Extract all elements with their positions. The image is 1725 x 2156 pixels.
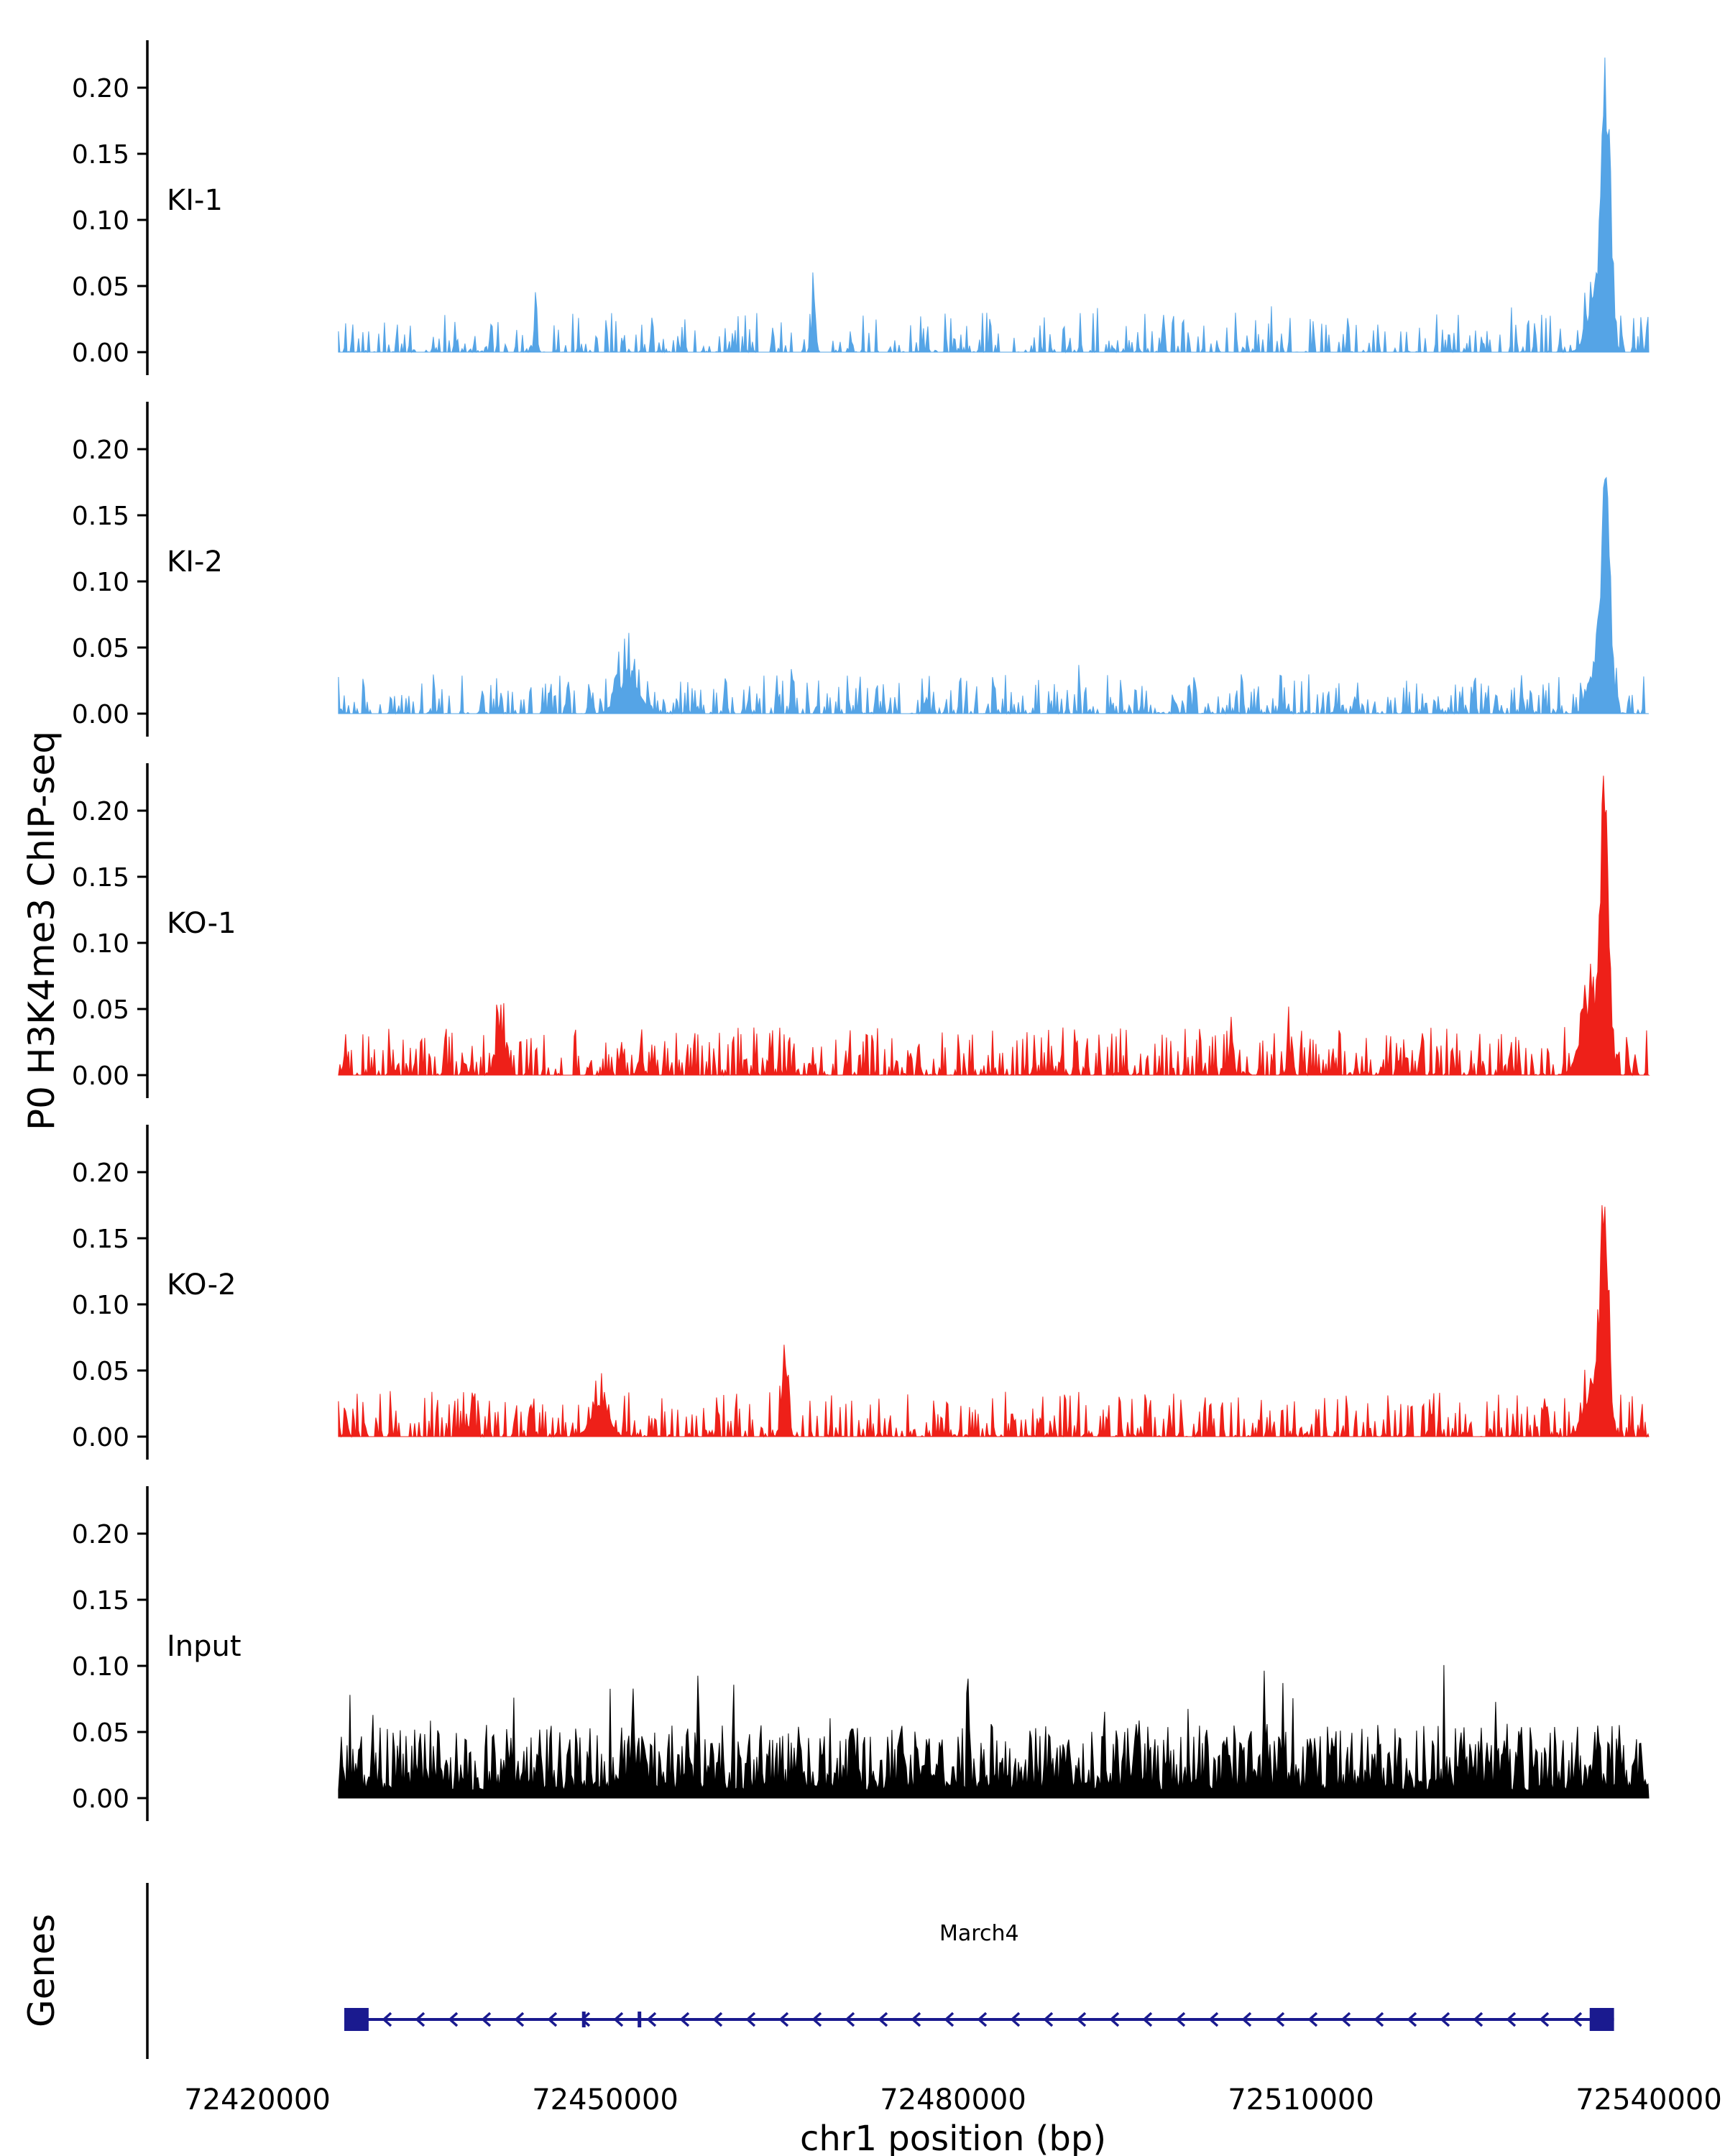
strand-arrow-left-icon [547,2012,558,2027]
x-tick-label: 72450000 [532,2083,678,2116]
y-tick-label: 0.20 [72,436,129,465]
track-panel-input: 0.00 0.05 0.10 0.15 0.20 Input [72,1486,1650,1821]
y-tick-label: 0.20 [72,74,129,103]
signal-area [338,476,1649,715]
y-tick-label: 0.10 [72,568,129,597]
strand-arrow-left-icon [1340,2012,1351,2027]
strand-arrow-left-icon [977,2012,988,2027]
strand-arrow-left-icon [481,2012,492,2027]
y-tick-label: 0.00 [72,1784,129,1814]
gene-exon [638,2012,642,2027]
strand-arrow-left-icon [745,2012,756,2027]
track-panel-ko-1: 0.00 0.05 0.10 0.15 0.20 KO-1 [72,763,1650,1098]
signal-area [338,1664,1650,1799]
gene-exon [1589,2008,1614,2031]
strand-arrow-left-icon [1010,2012,1021,2027]
y-tick-label: 0.20 [72,1520,129,1549]
strand-arrow-left-icon [1374,2012,1384,2027]
gene-exon [344,2008,369,2031]
y-tick-label: 0.05 [72,1718,129,1748]
y-tick-label: 0.15 [72,1225,129,1254]
y-tick-label: 0.05 [72,1357,129,1386]
genes-panel: March4 72420000 72450000 72480000 72510000 72… [146,1883,1722,2116]
strand-arrow-left-icon [811,2012,822,2027]
strand-arrow-left-icon [1076,2012,1087,2027]
y-tick-label: 0.20 [72,1158,129,1188]
signal-area [338,1204,1650,1438]
strand-arrow-left-icon [1572,2012,1583,2027]
y-tick-label: 0.05 [72,272,129,302]
strand-arrow-left-icon [679,2012,690,2027]
strand-arrow-left-icon [1307,2012,1318,2027]
x-tick-label: 72510000 [1228,2083,1374,2116]
strand-arrow-left-icon [1473,2012,1484,2027]
y-tick-label: 0.15 [72,1586,129,1616]
strand-arrow-left-icon [1241,2012,1252,2027]
y-tick-label: 0.00 [72,1423,129,1452]
strand-arrow-left-icon [1208,2012,1219,2027]
strand-arrow-left-icon [1175,2012,1186,2027]
track-panel-ko-2: 0.00 0.05 0.10 0.15 0.20 KO-2 [72,1125,1650,1460]
strand-arrow-left-icon [1440,2012,1450,2027]
strand-arrow-left-icon [845,2012,855,2027]
y-tick-label: 0.10 [72,1652,129,1682]
strand-arrow-left-icon [580,2012,591,2027]
signal-area [338,57,1650,354]
strand-arrow-left-icon [613,2012,624,2027]
y-tick-label: 0.00 [72,700,129,729]
x-tick-label: 72540000 [1576,2083,1722,2116]
strand-arrow-left-icon [514,2012,525,2027]
strand-arrow-left-icon [878,2012,888,2027]
y-tick-label: 0.10 [72,1291,129,1320]
strand-arrow-left-icon [778,2012,789,2027]
track-panel-ki-2: 0.00 0.05 0.10 0.15 0.20 KI-2 [72,402,1649,737]
signal-area [338,775,1650,1077]
strand-arrow-left-icon [1109,2012,1120,2027]
y-tick-label: 0.15 [72,140,129,170]
strand-arrow-left-icon [646,2012,657,2027]
strand-arrow-left-icon [415,2012,426,2027]
strand-arrow-left-icon [1539,2012,1550,2027]
y-tick-label: 0.05 [72,634,129,663]
y-tick-label: 0.00 [72,338,129,368]
strand-arrow-left-icon [448,2012,459,2027]
strand-arrow-left-icon [1506,2012,1517,2027]
track-label: KO-1 [167,907,236,940]
track-label: KO-2 [167,1268,236,1302]
track-label: Input [167,1630,242,1663]
strand-arrow-left-icon [1142,2012,1153,2027]
y-tick-label: 0.00 [72,1061,129,1091]
track-label: KI-2 [167,545,223,579]
strand-arrow-left-icon [1407,2012,1417,2027]
y-tick-label: 0.05 [72,995,129,1025]
y-tick-label: 0.20 [72,797,129,826]
y-tick-label: 0.15 [72,502,129,531]
strand-arrow-left-icon [1274,2012,1285,2027]
x-tick-label: 72420000 [184,2083,331,2116]
y-tick-label: 0.10 [72,206,129,236]
x-axis-title: chr1 position (bp) [799,2119,1107,2156]
y-tick-label: 0.15 [72,863,129,893]
track-label: KI-1 [167,184,223,217]
track-panel-ki-1: 0.00 0.05 0.10 0.15 0.20 KI-1 [72,40,1650,375]
strand-arrow-left-icon [382,2012,392,2027]
x-tick-label: 72480000 [880,2083,1026,2116]
gene-name-label: March4 [939,1921,1019,1946]
y-tick-label: 0.10 [72,929,129,959]
strand-arrow-left-icon [911,2012,921,2027]
strand-arrow-left-icon [712,2012,723,2027]
strand-arrow-left-icon [944,2012,954,2027]
strand-arrow-left-icon [1043,2012,1054,2027]
